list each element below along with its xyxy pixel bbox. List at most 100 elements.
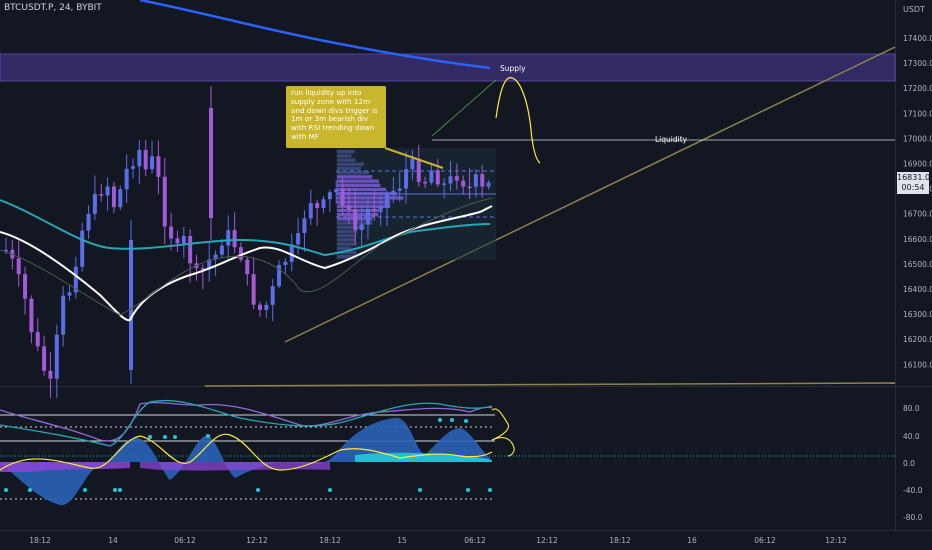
time-axis[interactable]: 18:12 14 06:12 12:12 18:12 15 06:12 12:12 18:12 1… <box>29 536 847 545</box>
supply-zone[interactable] <box>0 53 896 82</box>
buy-signal-dot <box>418 488 422 492</box>
candle-body <box>385 194 389 207</box>
volume-profile-bar <box>337 171 370 175</box>
buy-signal-dot <box>113 488 117 492</box>
osc-projection-2 <box>491 437 515 457</box>
trendline-lower[interactable] <box>204 382 896 387</box>
candle-body <box>232 230 237 248</box>
volume-profile-box[interactable] <box>336 148 496 260</box>
candle-body <box>73 266 78 293</box>
time-axis-label: 06:12 <box>754 536 776 545</box>
candle-body <box>404 169 409 189</box>
wave-trend-fill <box>0 417 490 506</box>
last-price-tag: 16831.0 00:54 <box>897 172 930 194</box>
candle-body <box>410 158 415 170</box>
oscillator-axis[interactable]: 80.0 40.0 0.0 -40.0 -80.0 <box>903 404 923 522</box>
candle-body <box>283 261 288 265</box>
candle-body <box>397 188 402 191</box>
candle-body <box>80 230 85 267</box>
trendline-upper[interactable] <box>284 46 896 343</box>
moving-average-blue <box>139 0 491 70</box>
candle-body <box>213 254 218 260</box>
symbol-title[interactable]: BTCUSDT.P, 24, BYBIT <box>4 3 102 13</box>
oscillator-pane[interactable] <box>0 399 895 506</box>
candle-body <box>238 247 243 260</box>
candle-body <box>226 230 231 246</box>
candle-body <box>442 183 447 185</box>
candle-body <box>42 346 47 371</box>
buy-signal-dot <box>488 488 492 492</box>
candle-body <box>340 189 345 206</box>
candle-body <box>378 206 383 210</box>
price-axis-label: 16600.0 <box>903 235 932 244</box>
candle-body <box>264 304 269 310</box>
candle-body <box>423 181 428 184</box>
stoch-line <box>0 399 493 447</box>
oscillator-axis-label: 0.0 <box>903 459 915 468</box>
candle-body <box>454 176 459 181</box>
candle-body <box>200 268 205 270</box>
candle-body <box>29 298 34 333</box>
currency-label: USDT <box>903 5 925 14</box>
candle-body <box>308 203 313 219</box>
volume-profile-bar <box>337 200 391 204</box>
supply-label: Supply <box>500 64 526 73</box>
candle-body <box>207 259 212 270</box>
buy-signal-dot <box>256 488 260 492</box>
candle-body <box>111 186 116 208</box>
note-pointer <box>384 147 444 169</box>
candle-body <box>277 264 282 287</box>
rsi-line <box>0 401 493 442</box>
candle-body <box>118 189 123 208</box>
annotation-note[interactable]: run liquidity up into supply zone with 1… <box>286 86 386 148</box>
oscillator-axis-label: -80.0 <box>903 513 923 522</box>
candle-body <box>461 180 466 187</box>
volume-profile-bar <box>337 255 356 259</box>
sell-signal-dot <box>464 419 468 423</box>
price-projection-path[interactable] <box>495 77 541 164</box>
candle-body <box>346 205 351 210</box>
volume-profile-bar <box>337 238 356 242</box>
candle-body <box>4 249 8 252</box>
price-axis-label: 17000.0 <box>903 134 932 143</box>
candle-body <box>162 176 167 227</box>
bar-countdown: 00:54 <box>901 183 925 192</box>
time-axis-label: 18:12 <box>29 536 51 545</box>
volume-profile-bar <box>337 229 358 234</box>
candle-body <box>486 182 491 187</box>
candle-body <box>67 292 72 296</box>
candle-body <box>365 208 370 225</box>
volume-profile-bar <box>337 179 379 183</box>
candle-body <box>245 259 250 275</box>
volume-profile-bar <box>337 250 357 255</box>
volume-profile-bar <box>337 158 356 162</box>
candle-body <box>289 244 294 262</box>
candle-body <box>61 295 66 335</box>
sell-signal-dot <box>450 418 454 422</box>
buy-signal-dot <box>83 488 87 492</box>
candle-body <box>251 274 256 305</box>
candle-body <box>219 245 224 255</box>
oscillator-axis-label: 40.0 <box>903 432 920 441</box>
price-axis-label: 16500.0 <box>903 260 932 269</box>
candle-body <box>48 370 53 379</box>
price-axis-label: 16700.0 <box>903 210 932 219</box>
volume-profile-bar <box>337 154 352 158</box>
candle-body <box>23 274 28 299</box>
sell-signal-dot <box>163 435 167 439</box>
price-axis-label: 17300.0 <box>903 59 932 68</box>
candle-body <box>391 190 396 195</box>
candle-body <box>435 170 440 185</box>
volume-profile-bar <box>337 187 387 192</box>
buy-signal-dot <box>328 488 332 492</box>
time-axis-label: 12:12 <box>246 536 268 545</box>
price-axis-label: 17200.0 <box>903 84 932 93</box>
price-axis-label: 16900.0 <box>903 160 932 169</box>
price-axis[interactable]: 17400.0 17300.0 17200.0 17100.0 17000.0 16900… <box>903 34 932 369</box>
candle-body <box>353 209 358 230</box>
volume-profile-bar <box>337 150 355 154</box>
moving-average-white <box>0 205 493 322</box>
liquidity-label: Liquidity <box>655 135 688 144</box>
oscillator-axis-label: 80.0 <box>903 404 920 413</box>
